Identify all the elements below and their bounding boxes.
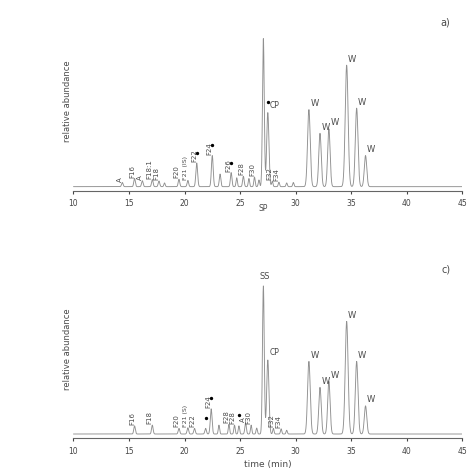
Text: SP: SP xyxy=(259,204,268,213)
Text: W: W xyxy=(348,55,356,64)
Text: F32: F32 xyxy=(267,167,273,180)
Text: F21 (IS): F21 (IS) xyxy=(183,155,188,180)
Text: F18:1: F18:1 xyxy=(147,159,153,179)
Text: F34: F34 xyxy=(273,168,280,182)
Text: F34: F34 xyxy=(276,415,282,428)
Text: W: W xyxy=(330,118,338,128)
Text: F32: F32 xyxy=(268,415,274,428)
Text: F22: F22 xyxy=(189,415,195,428)
Text: F30: F30 xyxy=(249,163,255,176)
Text: W: W xyxy=(330,371,338,380)
Y-axis label: relative abundance: relative abundance xyxy=(63,308,72,390)
Text: F18: F18 xyxy=(154,167,160,180)
Y-axis label: relative abundance: relative abundance xyxy=(63,61,72,142)
Text: c): c) xyxy=(441,264,450,274)
Text: CP: CP xyxy=(269,100,279,109)
Text: W: W xyxy=(348,311,356,320)
Text: F24: F24 xyxy=(206,395,212,408)
Text: F21 (S): F21 (S) xyxy=(183,405,188,427)
Text: W: W xyxy=(367,395,375,404)
Text: W: W xyxy=(310,351,319,360)
Text: W: W xyxy=(358,98,366,107)
Text: a): a) xyxy=(441,17,450,27)
Text: W: W xyxy=(358,351,366,360)
Text: F18: F18 xyxy=(147,411,153,424)
Text: W: W xyxy=(321,377,329,386)
Text: SS: SS xyxy=(259,273,270,282)
Text: F28: F28 xyxy=(229,411,235,424)
Text: F20: F20 xyxy=(173,415,180,428)
Text: F30: F30 xyxy=(246,411,252,424)
Text: F22: F22 xyxy=(191,149,197,162)
X-axis label: time (min): time (min) xyxy=(244,460,292,469)
Text: F16: F16 xyxy=(129,164,135,178)
Text: F24: F24 xyxy=(207,142,213,155)
Text: W: W xyxy=(367,145,375,154)
Text: F16: F16 xyxy=(129,412,135,425)
Text: F28: F28 xyxy=(224,410,229,423)
Text: F20: F20 xyxy=(173,165,180,178)
Text: A: A xyxy=(240,417,246,422)
Text: A: A xyxy=(137,175,143,180)
Text: CP: CP xyxy=(269,348,279,357)
Text: F26: F26 xyxy=(226,159,232,172)
Text: W: W xyxy=(310,99,319,108)
Text: F28: F28 xyxy=(238,163,244,175)
Text: A: A xyxy=(117,177,123,182)
Text: W: W xyxy=(321,123,329,132)
